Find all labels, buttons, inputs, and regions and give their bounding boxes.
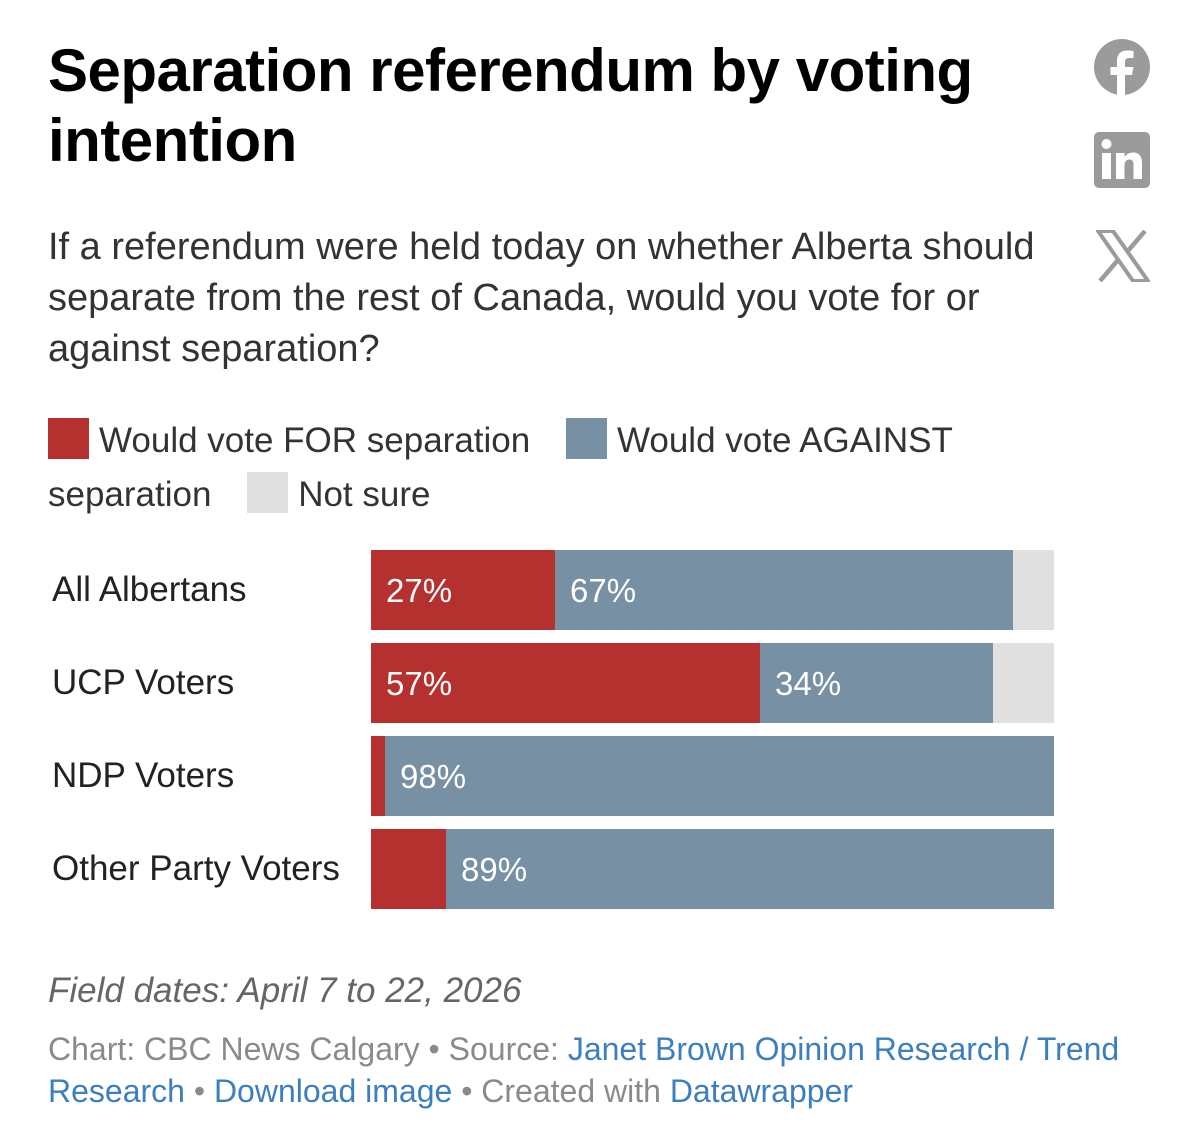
bar-segment-against	[760, 643, 993, 723]
bar-segment-against	[385, 736, 1054, 816]
data-label-for: 57%	[386, 665, 453, 702]
chart-title: Separation referendum by voting intentio…	[48, 37, 973, 174]
bar-segment-not-sure	[1013, 550, 1054, 630]
footer: Chart: CBC News Calgary • Source: Janet …	[48, 1028, 1158, 1112]
data-label-against: 67%	[570, 572, 637, 609]
legend-label-not-sure: Not sure	[298, 475, 431, 514]
legend-label-against: Would vote AGAINST separation	[48, 421, 953, 514]
x-icon[interactable]	[1096, 230, 1150, 282]
chart-credit: Chart: CBC News Calgary	[48, 1031, 420, 1067]
field-dates-note: Field dates: April 7 to 22, 2026	[48, 971, 522, 1010]
source-link[interactable]: Janet Brown Opinion Research / Trend Res…	[48, 1031, 1120, 1109]
separator: •	[461, 1073, 473, 1109]
legend: Would vote FOR separation Would vote AGA…	[48, 414, 1028, 522]
separator: •	[193, 1073, 206, 1109]
bar-segment-for	[371, 550, 555, 630]
linkedin-icon[interactable]	[1094, 132, 1150, 188]
data-label-against: 34%	[775, 665, 842, 702]
legend-swatch-for	[48, 418, 89, 459]
bar-segment-against	[555, 550, 1013, 630]
legend-label-for: Would vote FOR separation	[99, 421, 531, 460]
row-label: All Albertans	[52, 570, 247, 609]
bar-segment-against	[446, 829, 1054, 909]
data-label-against: 98%	[400, 758, 467, 795]
bar-segment-for	[371, 643, 760, 723]
chart-subtitle: If a referendum were held today on wheth…	[48, 226, 1035, 370]
data-label-against: 89%	[461, 851, 528, 888]
legend-item-not-sure: Not sure	[247, 472, 431, 514]
legend-item-against: Would vote AGAINST separation	[48, 418, 953, 514]
legend-swatch-against	[565, 418, 607, 459]
legend-item-for: Would vote FOR separation	[48, 418, 531, 460]
bar-segment-for	[371, 829, 446, 909]
row-label: UCP Voters	[52, 663, 235, 702]
facebook-icon[interactable]	[1093, 38, 1151, 96]
download-image-link[interactable]: Download image	[213, 1073, 453, 1109]
bar-segment-for	[371, 736, 385, 816]
datawrapper-link[interactable]: Datawrapper	[669, 1073, 854, 1109]
row-label: Other Party Voters	[52, 849, 340, 888]
separator: •	[428, 1031, 440, 1067]
created-with-prefix: Created with	[481, 1073, 661, 1109]
legend-swatch-not-sure	[247, 472, 289, 513]
source-prefix: Source:	[448, 1031, 559, 1067]
data-label-for: 27%	[386, 572, 453, 609]
row-label: NDP Voters	[52, 756, 235, 795]
bar-segment-not-sure	[993, 643, 1054, 723]
